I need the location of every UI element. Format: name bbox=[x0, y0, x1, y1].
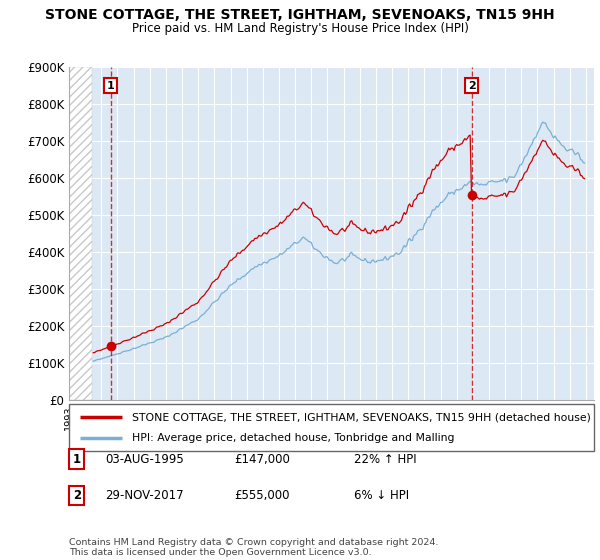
Text: 2: 2 bbox=[467, 81, 475, 91]
Text: 29-NOV-2017: 29-NOV-2017 bbox=[105, 489, 184, 502]
Text: 22% ↑ HPI: 22% ↑ HPI bbox=[354, 452, 416, 466]
Text: 1: 1 bbox=[107, 81, 115, 91]
Text: £147,000: £147,000 bbox=[234, 452, 290, 466]
Text: HPI: Average price, detached house, Tonbridge and Malling: HPI: Average price, detached house, Tonb… bbox=[132, 433, 455, 443]
Text: £555,000: £555,000 bbox=[234, 489, 290, 502]
Text: 03-AUG-1995: 03-AUG-1995 bbox=[105, 452, 184, 466]
FancyBboxPatch shape bbox=[69, 404, 594, 451]
Text: STONE COTTAGE, THE STREET, IGHTHAM, SEVENOAKS, TN15 9HH (detached house): STONE COTTAGE, THE STREET, IGHTHAM, SEVE… bbox=[132, 412, 591, 422]
Text: 2: 2 bbox=[73, 489, 81, 502]
Text: Price paid vs. HM Land Registry's House Price Index (HPI): Price paid vs. HM Land Registry's House … bbox=[131, 22, 469, 35]
Text: STONE COTTAGE, THE STREET, IGHTHAM, SEVENOAKS, TN15 9HH: STONE COTTAGE, THE STREET, IGHTHAM, SEVE… bbox=[45, 8, 555, 22]
Text: Contains HM Land Registry data © Crown copyright and database right 2024.
This d: Contains HM Land Registry data © Crown c… bbox=[69, 538, 439, 557]
Text: 1: 1 bbox=[73, 452, 81, 466]
Text: 6% ↓ HPI: 6% ↓ HPI bbox=[354, 489, 409, 502]
